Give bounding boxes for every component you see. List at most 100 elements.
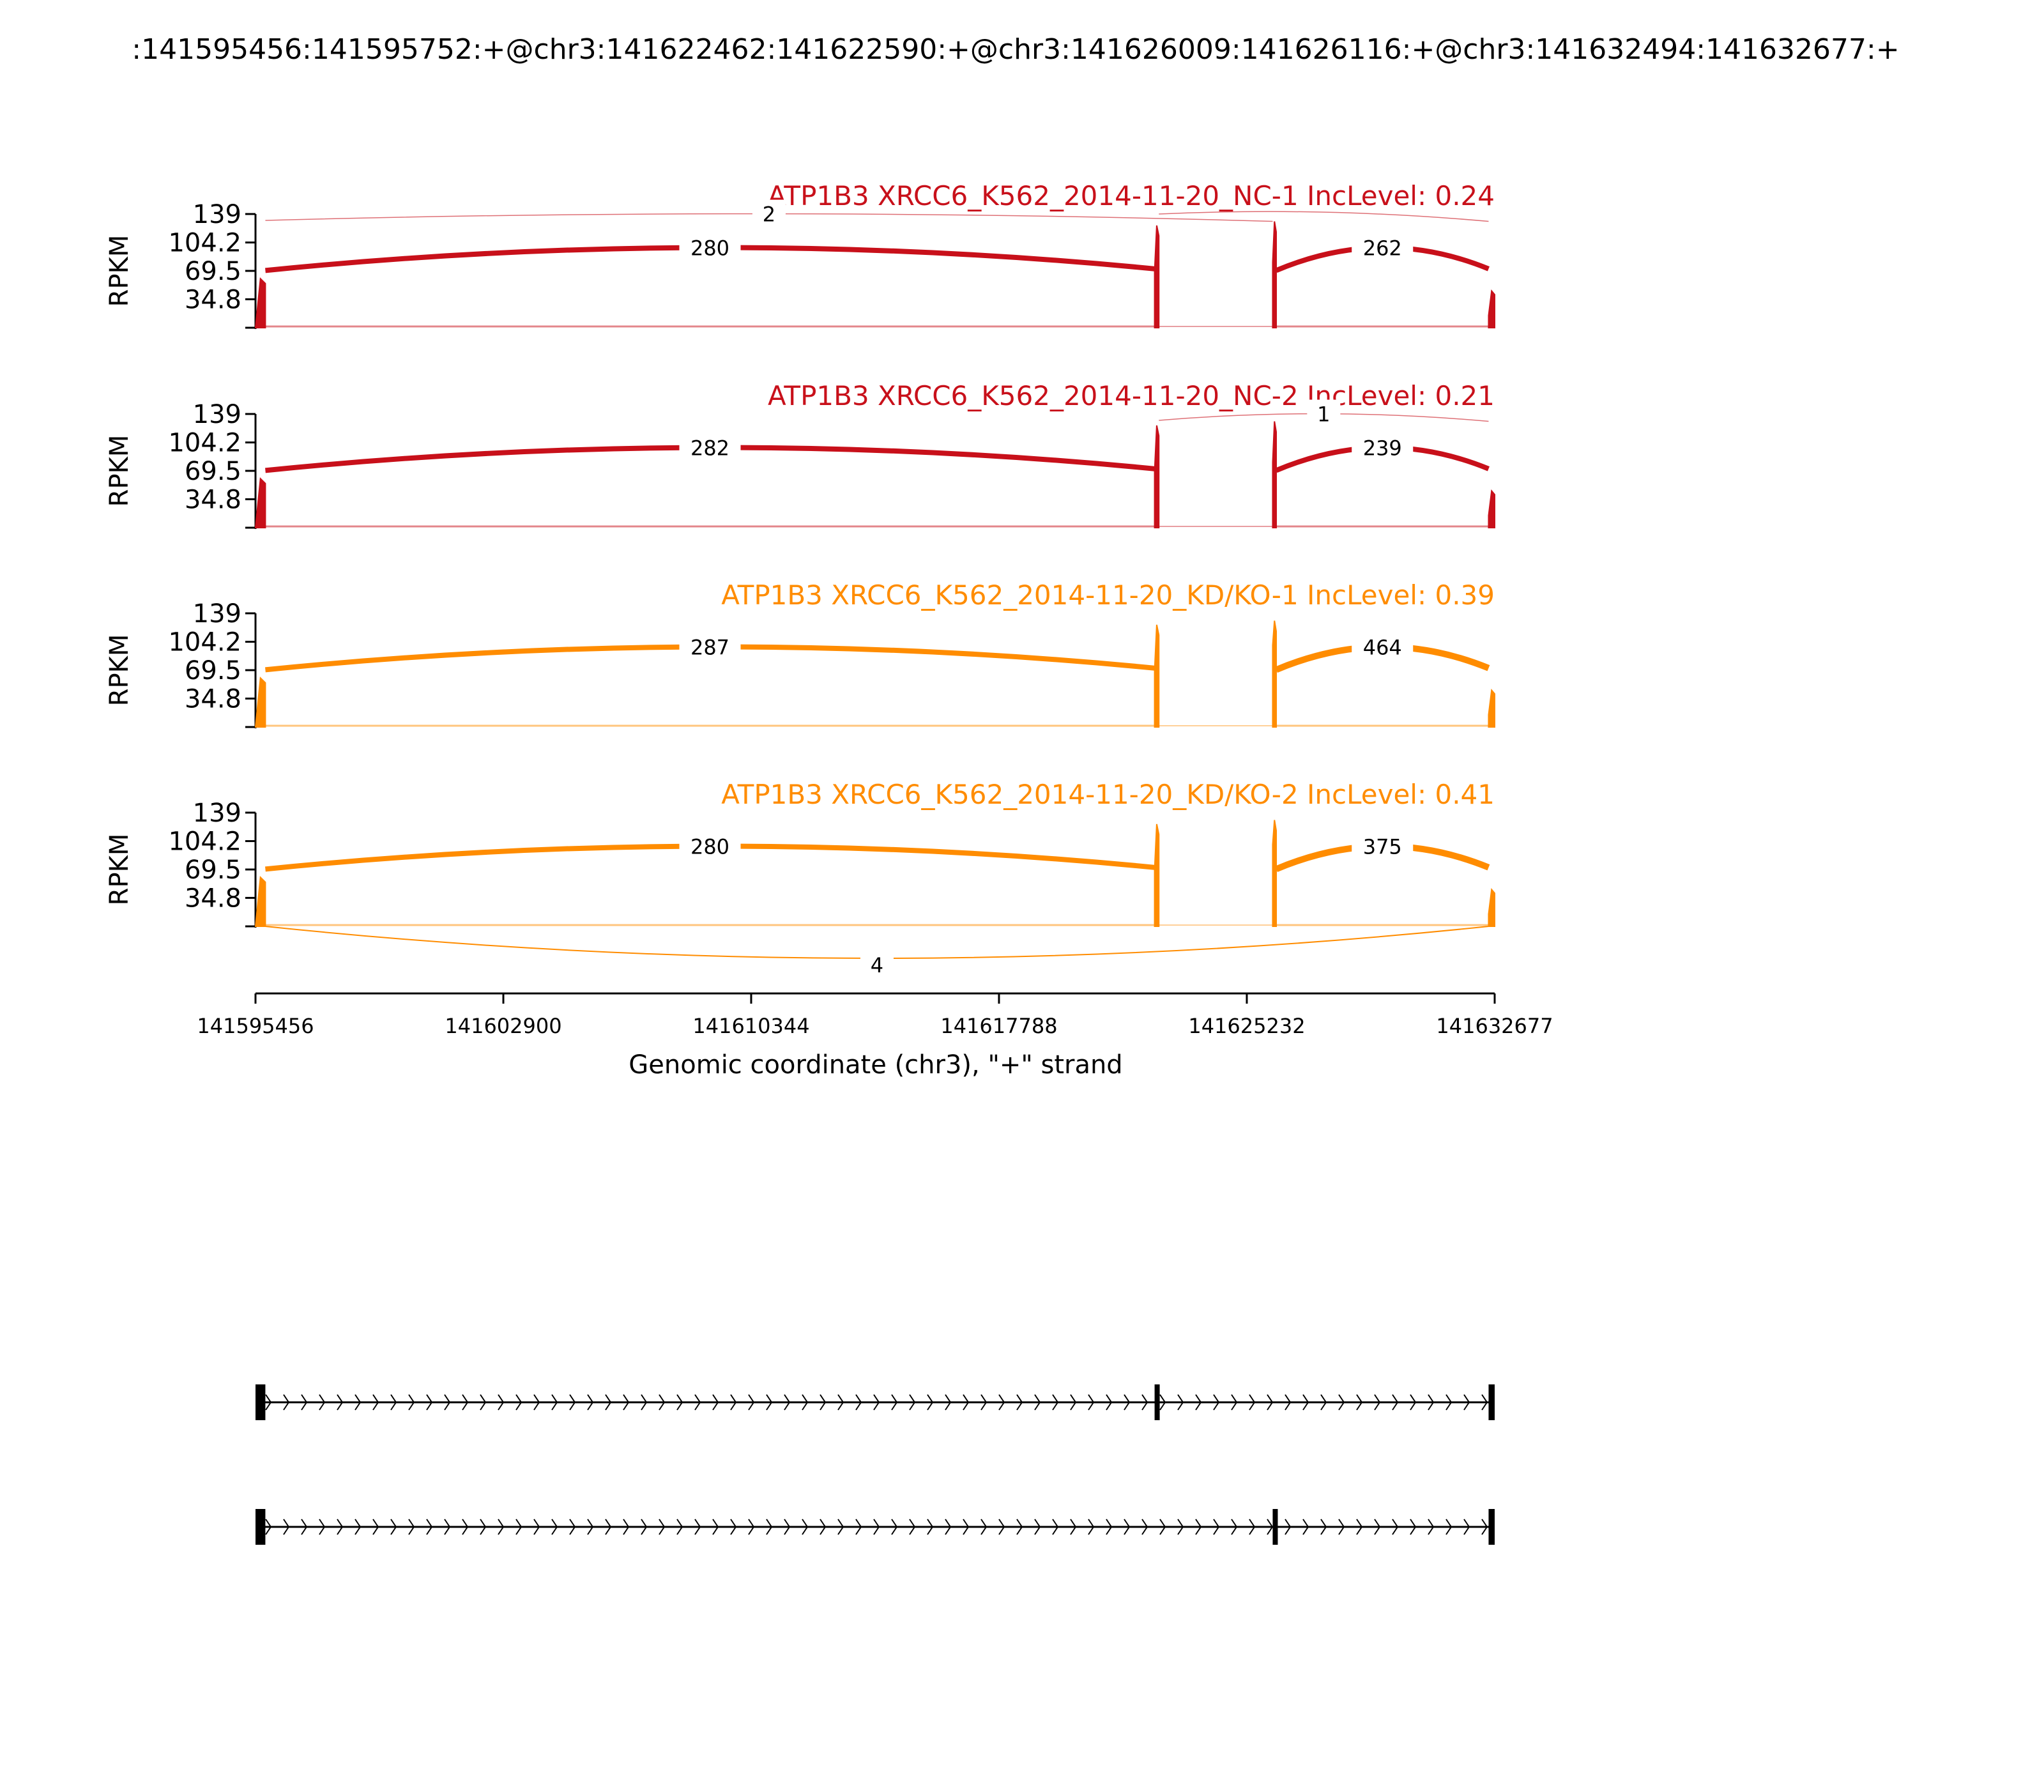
strand-arrow: [1034, 1519, 1041, 1535]
strand-arrow: [1338, 1519, 1345, 1535]
strand-arrow: [444, 1519, 451, 1535]
strand-arrow: [1141, 1519, 1148, 1535]
strand-arrow: [1374, 1519, 1381, 1535]
strand-arrow: [1320, 1394, 1327, 1411]
strand-arrow: [1052, 1394, 1059, 1411]
strand-arrow: [408, 1519, 415, 1535]
strand-arrow: [319, 1394, 326, 1411]
strand-arrow: [1392, 1519, 1399, 1535]
strand-arrow: [1374, 1394, 1381, 1411]
strand-arrow: [1070, 1394, 1077, 1411]
transcript-exon: [256, 1384, 266, 1420]
strand-arrow: [1088, 1394, 1095, 1411]
transcript: [256, 1509, 1495, 1545]
exon-coverage: [1488, 887, 1495, 927]
strand-arrow: [748, 1394, 755, 1411]
strand-arrow: [694, 1394, 701, 1411]
strand-arrow: [623, 1519, 630, 1535]
strand-arrow: [1428, 1519, 1435, 1535]
junction-label-box: [860, 951, 894, 977]
sample-label: ATP1B3 XRCC6_K562_2014-11-20_NC-2 IncLev…: [768, 380, 1495, 411]
junction-label-box: [1307, 399, 1341, 427]
junction-label-box: [679, 832, 741, 859]
strand-arrow: [1320, 1519, 1327, 1535]
junction-arc: [1159, 211, 1489, 222]
sample-label: ATP1B3 XRCC6_K562_2014-11-20_KD/KO-1 Inc…: [721, 579, 1495, 611]
strand-arrow: [927, 1519, 934, 1535]
strand-arrow: [1177, 1519, 1184, 1535]
strand-arrow: [891, 1394, 898, 1411]
strand-arrow: [355, 1394, 362, 1411]
exon-coverage: [1154, 225, 1160, 328]
transcript-exon: [1488, 1384, 1495, 1420]
strand-arrow: [963, 1519, 970, 1535]
strand-arrow: [855, 1394, 862, 1411]
strand-arrow: [1428, 1394, 1435, 1411]
strand-arrow: [355, 1519, 362, 1535]
strand-arrow: [623, 1394, 630, 1411]
strand-arrow: [462, 1519, 469, 1535]
x-axis: 141595456 141602900 141610344 141617788 1416…: [197, 992, 1553, 1038]
strand-arrow: [1159, 1519, 1166, 1535]
exon-coverage: [1488, 688, 1495, 728]
junction-read-count: 280: [690, 835, 729, 859]
strand-arrow: [569, 1394, 576, 1411]
strand-arrow: [659, 1519, 666, 1535]
y-tick-label: 104.2: [168, 628, 241, 657]
strand-arrow: [676, 1394, 683, 1411]
strand-arrow: [1124, 1519, 1131, 1535]
strand-arrow: [873, 1519, 880, 1535]
strand-arrow: [515, 1519, 522, 1535]
strand-arrow: [784, 1519, 791, 1535]
y-tick-label: 104.2: [168, 429, 241, 458]
strand-arrow: [1302, 1519, 1309, 1535]
strand-arrow: [927, 1394, 934, 1411]
junction-label-box: [1352, 433, 1414, 461]
transcript-track: [256, 1384, 1495, 1545]
strand-arrow: [1231, 1519, 1238, 1535]
strand-arrow: [1016, 1394, 1023, 1411]
y-tick-label: 34.8: [185, 684, 241, 714]
strand-arrow: [1267, 1519, 1274, 1535]
transcript-exon: [1154, 1384, 1160, 1420]
strand-arrow: [1141, 1394, 1148, 1411]
strand-arrow: [265, 1394, 272, 1411]
strand-arrow: [1249, 1519, 1256, 1535]
y-axis-label: RPKM: [105, 634, 134, 707]
strand-arrow: [659, 1394, 666, 1411]
y-tick-label: 139: [193, 200, 241, 229]
strand-arrow: [337, 1519, 344, 1535]
strand-arrow: [712, 1519, 719, 1535]
strand-arrow: [802, 1519, 809, 1535]
y-tick-label: 139: [193, 799, 241, 828]
x-tick-label: 141610344: [692, 1014, 809, 1038]
strand-arrow: [319, 1519, 326, 1535]
y-tick-label: 34.8: [185, 884, 241, 913]
strand-arrow: [802, 1394, 809, 1411]
y-tick-label: 34.8: [185, 485, 241, 514]
strand-arrow: [1285, 1394, 1292, 1411]
strand-arrow: [1213, 1519, 1220, 1535]
x-tick-label: 141595456: [197, 1014, 314, 1038]
strand-arrow: [515, 1394, 522, 1411]
strand-arrow: [1338, 1394, 1345, 1411]
junction-label-box: [679, 632, 741, 660]
strand-arrow: [462, 1394, 469, 1411]
strand-arrow: [372, 1394, 379, 1411]
exon-coverage: [1272, 820, 1278, 927]
strand-arrow: [533, 1394, 540, 1411]
strand-arrow: [1177, 1394, 1184, 1411]
strand-arrow: [712, 1394, 719, 1411]
x-axis-label: Genomic coordinate (chr3), "+" strand: [629, 1050, 1122, 1080]
strand-arrow: [1106, 1519, 1113, 1535]
transcript: [256, 1384, 1495, 1420]
strand-arrow: [641, 1394, 648, 1411]
strand-arrow: [766, 1519, 773, 1535]
strand-arrow: [605, 1394, 612, 1411]
strand-arrow: [909, 1394, 916, 1411]
strand-arrow: [1392, 1394, 1399, 1411]
strand-arrow: [730, 1519, 737, 1535]
transcript-exon: [1272, 1509, 1278, 1545]
strand-arrow: [551, 1394, 558, 1411]
